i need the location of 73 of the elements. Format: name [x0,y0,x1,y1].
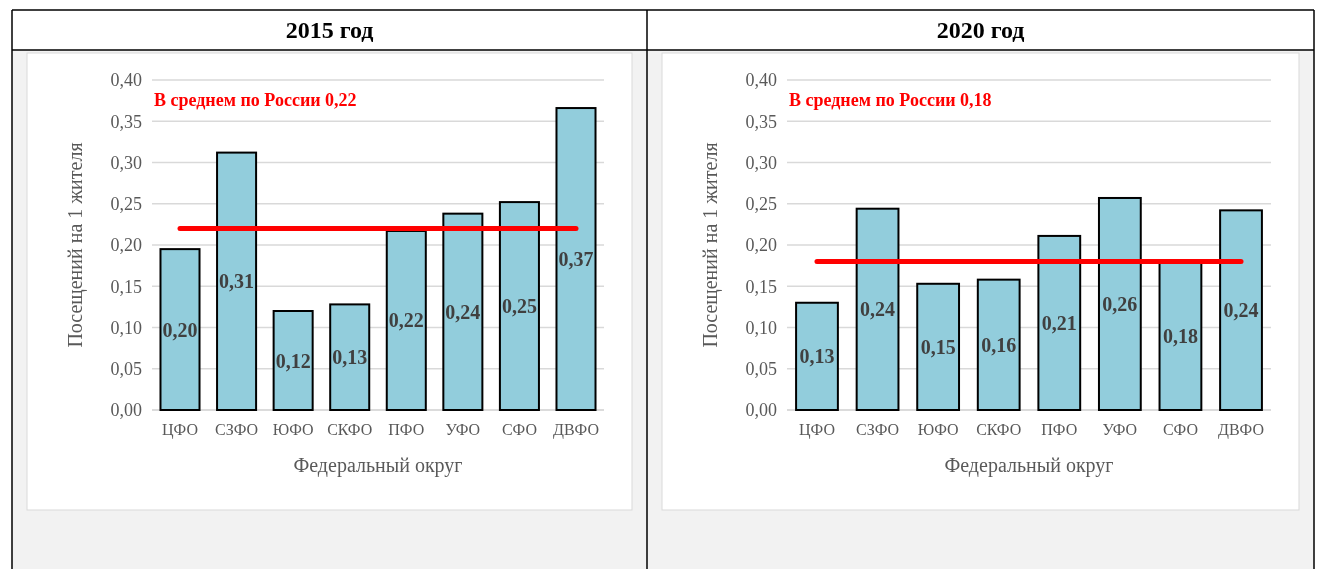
x-tick-label: ДВФО [1218,421,1265,440]
data-label: 0,22 [388,309,424,332]
x-tick-label: ПФО [1041,421,1078,439]
chart-title: 2015 год [285,17,374,43]
data-label: 0,24 [1223,299,1259,322]
x-tick-label: СКФО [976,421,1022,439]
x-axis-title: Федеральный округ [293,454,463,477]
y-tick-label: 0,10 [110,317,142,338]
data-label: 0,16 [981,333,1017,356]
y-tick-label: 0,35 [110,111,142,132]
data-label: 0,26 [1102,292,1138,315]
data-label: 0,12 [275,349,311,372]
bar [385,229,427,411]
x-tick-label: СКФО [327,421,373,439]
y-tick-label: 0,40 [745,70,777,91]
x-tick-label: СФО [1162,421,1198,439]
y-tick-label: 0,25 [110,194,142,215]
y-tick-label: 0,40 [110,70,142,91]
data-label: 0,13 [799,345,835,368]
bar [916,282,961,411]
bar [272,310,314,411]
y-tick-label: 0,25 [745,194,777,215]
x-tick-label: ЦФО [799,421,835,440]
bar [442,212,484,411]
x-tick-label: ЮФО [272,421,314,439]
y-tick-label: 0,00 [110,400,142,421]
data-label: 0,31 [219,270,255,293]
data-label: 0,20 [162,318,198,341]
data-label: 0,37 [558,248,594,271]
bar [216,151,258,411]
y-tick-label: 0,00 [745,400,777,421]
y-axis-title: Посещений на 1 жителя [699,142,722,348]
x-tick-label: СФО [501,421,537,439]
bar [1037,234,1082,411]
y-tick-label: 0,30 [745,152,777,173]
y-tick-label: 0,20 [110,235,142,256]
data-label: 0,18 [1162,324,1198,347]
y-tick-label: 0,20 [745,235,777,256]
bar [329,303,371,411]
data-label: 0,24 [445,300,481,323]
data-label: 0,25 [501,295,537,318]
y-tick-label: 0,15 [110,276,142,297]
x-axis-title: Федеральный округ [944,454,1114,477]
data-label: 0,13 [332,346,368,369]
data-label: 0,21 [1041,311,1077,334]
y-axis-title: Посещений на 1 жителя [64,142,87,348]
x-tick-label: ПФО [388,421,425,439]
bar [498,201,540,411]
x-tick-label: ЮФО [917,421,959,439]
y-tick-label: 0,35 [745,111,777,132]
data-label: 0,24 [860,298,896,321]
y-tick-label: 0,10 [745,317,777,338]
ref-line-label: В среднем по России 0,22 [154,90,357,110]
y-tick-label: 0,30 [110,152,142,173]
x-tick-label: УФО [445,421,481,439]
bar [976,278,1021,411]
bar [1219,209,1263,411]
x-tick-label: УФО [1102,421,1138,439]
bar [555,107,597,411]
bar [1097,196,1142,411]
y-tick-label: 0,15 [745,276,777,297]
bar [159,248,201,411]
x-tick-label: СЗФО [856,421,900,439]
data-label: 0,15 [920,335,956,358]
bar [855,207,900,411]
y-tick-label: 0,05 [745,359,777,380]
bar [795,301,839,411]
chart-title: 2020 год [936,17,1025,43]
x-tick-label: СЗФО [215,421,259,439]
ref-line-label: В среднем по России 0,18 [789,90,992,110]
x-tick-label: ДВФО [553,421,599,440]
y-tick-label: 0,05 [110,359,142,380]
x-tick-label: ЦФО [162,421,198,440]
